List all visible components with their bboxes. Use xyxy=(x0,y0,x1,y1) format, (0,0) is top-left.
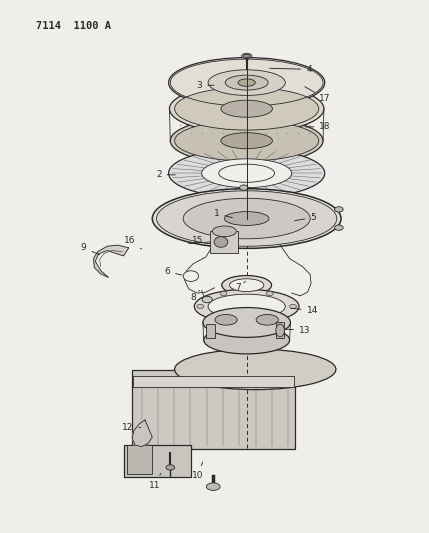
Text: 2: 2 xyxy=(156,171,175,179)
FancyBboxPatch shape xyxy=(132,370,295,449)
Ellipse shape xyxy=(157,191,337,246)
Ellipse shape xyxy=(183,198,310,239)
Text: 12: 12 xyxy=(122,423,141,432)
Ellipse shape xyxy=(197,304,204,309)
Text: 14: 14 xyxy=(291,306,318,314)
FancyBboxPatch shape xyxy=(124,445,191,477)
Text: 13: 13 xyxy=(285,326,310,335)
Ellipse shape xyxy=(222,276,272,295)
Ellipse shape xyxy=(170,117,323,164)
Ellipse shape xyxy=(175,87,319,130)
Text: 6: 6 xyxy=(164,268,182,276)
Ellipse shape xyxy=(202,296,212,303)
Ellipse shape xyxy=(206,483,220,490)
Ellipse shape xyxy=(335,207,343,212)
Ellipse shape xyxy=(169,84,324,133)
Ellipse shape xyxy=(230,279,264,292)
Ellipse shape xyxy=(256,314,278,325)
Ellipse shape xyxy=(175,349,336,390)
Text: 11: 11 xyxy=(149,473,161,489)
Text: 16: 16 xyxy=(124,237,142,249)
Ellipse shape xyxy=(204,326,290,354)
Ellipse shape xyxy=(169,149,325,198)
Ellipse shape xyxy=(152,189,341,248)
Text: 10: 10 xyxy=(192,462,203,480)
Ellipse shape xyxy=(194,289,299,324)
Ellipse shape xyxy=(215,314,237,325)
Text: 5: 5 xyxy=(294,213,316,222)
Ellipse shape xyxy=(208,294,285,319)
Ellipse shape xyxy=(169,58,325,108)
FancyBboxPatch shape xyxy=(133,376,294,387)
Ellipse shape xyxy=(266,317,273,321)
Text: 17: 17 xyxy=(305,87,331,103)
Ellipse shape xyxy=(219,164,275,182)
Text: 1: 1 xyxy=(214,209,233,218)
FancyBboxPatch shape xyxy=(276,322,284,338)
Ellipse shape xyxy=(202,159,292,188)
Polygon shape xyxy=(94,245,129,277)
Ellipse shape xyxy=(203,308,290,337)
Ellipse shape xyxy=(224,212,269,225)
Text: 8: 8 xyxy=(190,290,199,302)
Ellipse shape xyxy=(239,185,248,190)
Ellipse shape xyxy=(220,317,227,321)
Polygon shape xyxy=(132,420,152,447)
Ellipse shape xyxy=(220,292,227,296)
Text: 9: 9 xyxy=(81,244,100,255)
Ellipse shape xyxy=(175,120,319,161)
Ellipse shape xyxy=(221,100,272,117)
FancyBboxPatch shape xyxy=(210,231,238,253)
Ellipse shape xyxy=(243,54,250,58)
Ellipse shape xyxy=(290,304,296,309)
Ellipse shape xyxy=(214,237,228,247)
Ellipse shape xyxy=(238,79,255,86)
Ellipse shape xyxy=(208,70,285,95)
Ellipse shape xyxy=(242,53,252,59)
Ellipse shape xyxy=(221,133,272,149)
Text: 18: 18 xyxy=(305,123,331,131)
Ellipse shape xyxy=(335,225,343,230)
Text: 7114  1100 A: 7114 1100 A xyxy=(36,21,112,31)
Ellipse shape xyxy=(212,226,236,237)
Ellipse shape xyxy=(183,271,199,281)
Text: 7: 7 xyxy=(235,281,245,292)
Text: 3: 3 xyxy=(196,81,214,90)
Ellipse shape xyxy=(166,465,175,470)
Text: 4: 4 xyxy=(269,65,312,74)
Ellipse shape xyxy=(266,292,273,296)
Ellipse shape xyxy=(276,324,284,337)
Ellipse shape xyxy=(225,75,268,90)
FancyBboxPatch shape xyxy=(127,445,152,474)
FancyBboxPatch shape xyxy=(206,324,215,338)
Text: 15: 15 xyxy=(193,237,209,246)
